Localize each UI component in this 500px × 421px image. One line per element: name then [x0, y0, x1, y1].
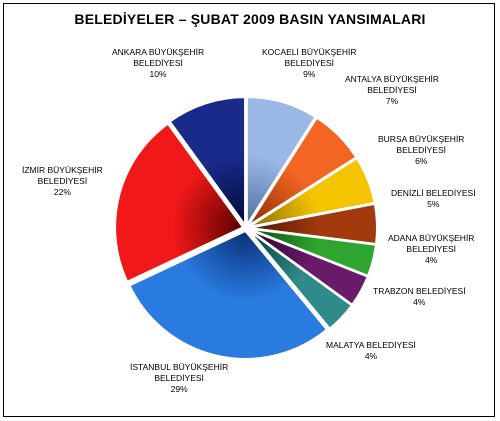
label-denizli-pct: 5% — [427, 199, 440, 209]
label-denizli-line1: DENİZLİ BELEDİYESİ — [391, 188, 476, 198]
label-istanbul-pct: 29% — [170, 384, 188, 394]
chart-title: BELEDİYELER – ŞUBAT 2009 BASIN YANSIMALA… — [74, 11, 426, 27]
label-adana: ADANA BÜYÜKŞEHİR BELEDİYESİ 4% — [388, 233, 474, 266]
label-trabzon: TRABZON BELEDİYESİ 4% — [373, 286, 466, 308]
label-istanbul: İSTANBUL BÜYÜKŞEHİR BELEDİYESİ 29% — [130, 362, 228, 395]
pie-slice-10 — [168, 96, 247, 229]
label-ankara-line2: BELEDİYESİ — [133, 58, 183, 68]
label-izmir-pct: 22% — [53, 187, 71, 197]
label-bursa: BURSA BÜYÜKŞEHİR BELEDİYESİ 6% — [378, 134, 464, 167]
label-malatya: MALATYA BELEDİYESİ 4% — [326, 340, 416, 362]
pie-slice-1 — [245, 96, 317, 229]
label-izmir-line2: BELEDİYESİ — [37, 176, 88, 186]
label-ankara-pct: 10% — [149, 69, 167, 79]
label-malatya-line1: MALATYA BELEDİYESİ — [326, 340, 416, 350]
label-bursa-pct: 6% — [415, 156, 428, 166]
label-adana-line2: BELEDİYESİ — [406, 244, 457, 254]
label-kocaeli-line1: KOCAELİ BÜYÜKŞEHİR — [262, 47, 357, 57]
label-antalya-line1: ANTALYA BÜYÜKŞEHİR — [345, 74, 439, 84]
label-izmir: İZMİR BÜYÜKŞEHİR BELEDİYESİ 22% — [22, 165, 103, 198]
label-antalya: ANTALYA BÜYÜKŞEHİR BELEDİYESİ 7% — [345, 74, 439, 107]
label-kocaeli: KOCAELİ BÜYÜKŞEHİR BELEDİYESİ 9% — [262, 47, 356, 80]
label-bursa-line1: BURSA BÜYÜKŞEHİR — [378, 134, 465, 144]
label-bursa-line2: BELEDİYESİ — [396, 145, 447, 155]
label-denizli: DENİZLİ BELEDİYESİ 5% — [391, 188, 476, 210]
label-ankara: ANKARA BÜYÜKŞEHİR BELEDİYESİ 10% — [112, 47, 204, 80]
label-adana-line1: ADANA BÜYÜKŞEHİR — [388, 233, 475, 243]
label-malatya-pct: 4% — [364, 351, 378, 361]
label-istanbul-line1: İSTANBUL BÜYÜKŞEHİR — [130, 362, 229, 372]
label-kocaeli-line2: BELEDİYESİ — [284, 58, 335, 68]
label-kocaeli-pct: 9% — [303, 69, 316, 79]
label-adana-pct: 4% — [425, 255, 438, 265]
pie-slice-8 — [128, 229, 329, 360]
label-trabzon-pct: 4% — [413, 297, 426, 307]
pie-slice-7 — [247, 229, 354, 331]
label-izmir-line1: İZMİR BÜYÜKŞEHİR — [22, 165, 103, 175]
pie-slice-2 — [247, 116, 358, 227]
pie-slice-3 — [248, 156, 376, 228]
label-trabzon-line1: TRABZON BELEDİYESİ — [373, 286, 466, 296]
label-istanbul-line2: BELEDİYESİ — [154, 373, 204, 383]
label-antalya-line2: BELEDİYESİ — [367, 85, 417, 95]
label-ankara-line1: ANKARA BÜYÜKŞEHİR — [112, 47, 205, 57]
label-antalya-pct: 7% — [385, 96, 399, 106]
pie-slice-9 — [114, 122, 245, 284]
